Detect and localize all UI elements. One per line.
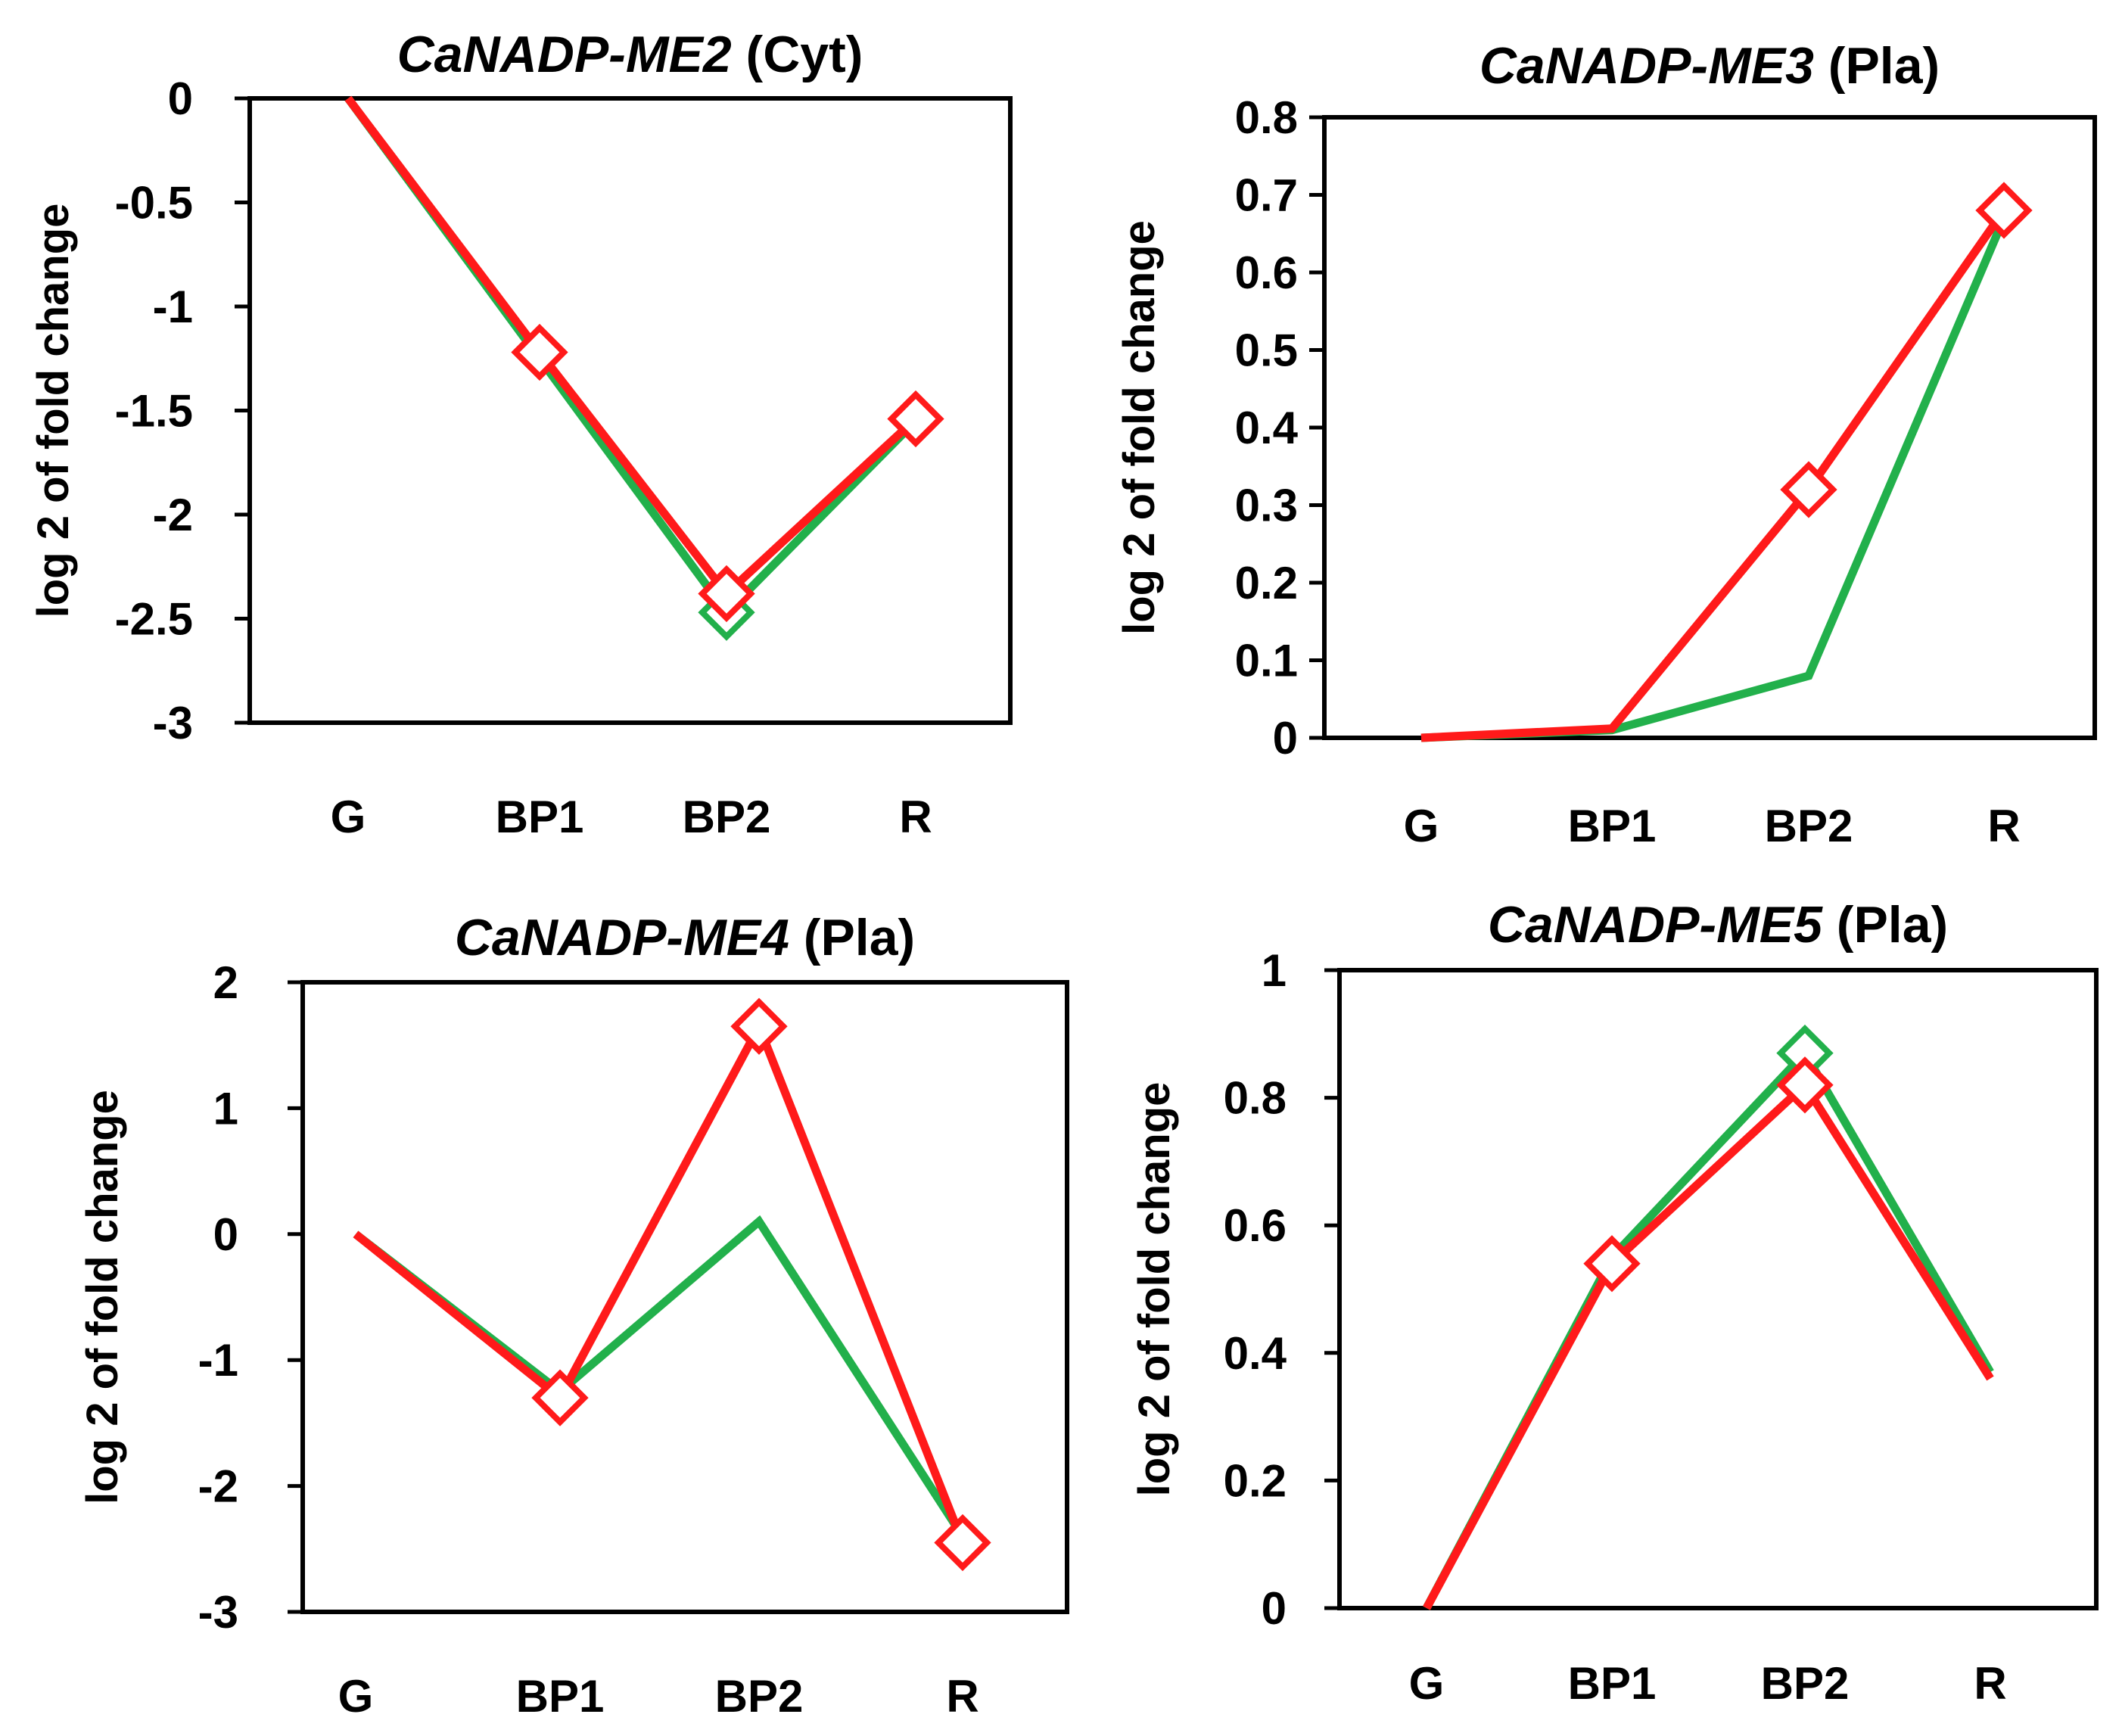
y-tick-label: -0.5 [115, 178, 193, 229]
series-line-red [353, 1016, 967, 1545]
y-axis-label: log 2 of fold change [1130, 1082, 1179, 1497]
y-tick-label: 0.2 [1224, 1455, 1287, 1506]
y-axis-label: log 2 of fold change [1115, 220, 1164, 635]
chart-title-suffix: (Pla) [1822, 896, 1948, 954]
y-tick-label: -2 [198, 1461, 238, 1512]
y-tick-label: 0.2 [1235, 558, 1298, 608]
x-tick-label: G [1409, 1658, 1445, 1709]
x-tick-label: R [1974, 1658, 2006, 1709]
data-point-red [730, 997, 788, 1055]
plot-frame [300, 980, 1069, 1614]
chart-title-suffix: (Pla) [789, 909, 915, 966]
data-point-red [511, 323, 568, 381]
y-tick-label: 0.6 [1224, 1200, 1287, 1251]
data-point-red [698, 565, 755, 623]
y-axis-label: log 2 of fold change [29, 204, 78, 618]
data-point-red [1780, 461, 1837, 518]
y-tick-label: 0.4 [1224, 1328, 1287, 1379]
y-tick-label: -2.5 [115, 594, 193, 645]
series-line-red [1420, 207, 2008, 742]
x-tick-label: BP1 [516, 1671, 605, 1722]
y-tick-label: -2 [153, 490, 193, 540]
y-tick-label: 0.5 [1235, 325, 1298, 376]
y-axis-label: log 2 of fold change [78, 1090, 127, 1504]
x-tick-label: BP1 [496, 792, 584, 842]
y-tick-label: -1 [198, 1335, 238, 1386]
x-tick-label: BP2 [683, 792, 771, 842]
chart-title-gene: CaNADP-ME3 [1479, 37, 1814, 95]
y-tick-label: -1.5 [115, 386, 193, 437]
data-point-red [1776, 1056, 1834, 1114]
chart-title: CaNADP-ME3 (Pla) [1479, 37, 1940, 95]
series-line-green [353, 1215, 966, 1539]
data-point-red [1975, 182, 2033, 239]
x-tick-label: R [946, 1671, 979, 1722]
y-tick-label: 0 [213, 1209, 238, 1260]
y-tick-label: 0.8 [1224, 1073, 1287, 1124]
chart-title-gene: CaNADP-ME4 [455, 909, 789, 966]
x-tick-label: BP2 [1765, 801, 1853, 851]
series-line-red [344, 95, 919, 600]
y-tick-label: 0 [1262, 1583, 1287, 1634]
chart-title: CaNADP-ME5 (Pla) [1488, 896, 1948, 954]
data-point-red [1583, 1235, 1641, 1293]
y-tick-label: 0.1 [1235, 636, 1298, 686]
chart-title-gene: CaNADP-ME2 [397, 26, 732, 83]
chart-title-gene: CaNADP-ME5 [1488, 896, 1823, 954]
series-line-green [344, 95, 919, 619]
chart-title-suffix: (Cyt) [732, 26, 863, 83]
x-tick-label: BP2 [715, 1671, 804, 1722]
x-tick-label: R [899, 792, 932, 842]
data-point-red [531, 1369, 589, 1426]
series-line-green [1420, 216, 2008, 742]
y-tick-label: 2 [213, 957, 238, 1008]
y-tick-label: 0 [168, 73, 193, 124]
chart-title-suffix: (Pla) [1814, 37, 1940, 95]
y-tick-label: -1 [153, 282, 193, 332]
x-tick-label: BP2 [1761, 1658, 1850, 1709]
x-tick-label: G [1404, 801, 1439, 851]
y-tick-label: 0.3 [1235, 481, 1298, 531]
series-line-red [1423, 1078, 1994, 1610]
y-tick-label: -3 [198, 1587, 238, 1638]
chart-title: CaNADP-ME4 (Pla) [455, 909, 915, 966]
y-tick-label: 1 [1262, 945, 1287, 996]
chart-title: CaNADP-ME2 (Cyt) [397, 26, 863, 83]
data-point-red [887, 390, 944, 448]
data-point-red [934, 1514, 991, 1572]
series-line-green [1423, 1046, 1994, 1610]
y-tick-label: 0 [1273, 713, 1298, 764]
x-tick-label: BP1 [1568, 1658, 1657, 1709]
y-tick-label: 1 [213, 1083, 238, 1134]
x-tick-label: BP1 [1568, 801, 1657, 851]
x-tick-label: G [338, 1671, 374, 1722]
y-tick-label: 0.6 [1235, 247, 1298, 298]
y-tick-label: 0.4 [1235, 403, 1299, 453]
y-tick-label: 0.7 [1235, 170, 1298, 221]
x-tick-label: G [331, 792, 366, 842]
x-tick-label: R [1987, 801, 2020, 851]
y-tick-label: -3 [153, 698, 193, 748]
plot-frame [1337, 968, 2099, 1610]
y-tick-label: 0.8 [1235, 92, 1298, 143]
